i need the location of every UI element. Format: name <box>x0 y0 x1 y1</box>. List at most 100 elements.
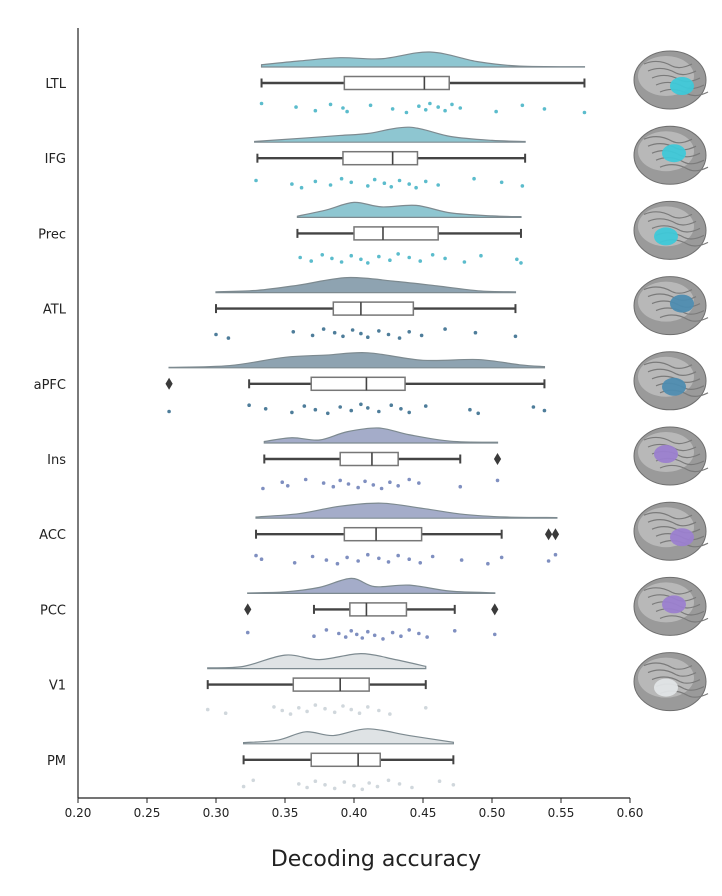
data-point <box>205 707 210 712</box>
data-point <box>259 101 264 106</box>
data-point <box>451 783 456 787</box>
data-point <box>430 253 435 257</box>
data-point <box>452 629 457 633</box>
data-point <box>338 478 343 483</box>
density-cloud <box>243 728 454 745</box>
density-cloud <box>247 577 496 594</box>
density-cloud <box>260 51 586 68</box>
data-point <box>472 176 476 181</box>
data-point <box>382 181 387 185</box>
data-point <box>388 480 392 485</box>
data-point <box>397 178 402 183</box>
data-point <box>297 706 301 710</box>
density-cloud <box>296 201 522 218</box>
brain-region <box>670 528 694 547</box>
data-point <box>339 176 344 181</box>
density-cloud <box>168 352 546 369</box>
outlier-marker <box>491 603 499 616</box>
data-point <box>372 633 377 638</box>
data-point <box>389 403 394 408</box>
data-point <box>430 554 435 559</box>
data-point <box>323 706 327 711</box>
brain-region <box>654 445 678 463</box>
row-label: ATL <box>43 303 67 318</box>
data-point <box>582 110 587 115</box>
data-point <box>214 332 218 337</box>
data-point <box>458 106 463 110</box>
data-point <box>341 106 345 110</box>
data-point <box>417 104 421 108</box>
data-point <box>386 332 391 337</box>
brain-region <box>662 144 686 163</box>
iqr-box <box>353 226 439 241</box>
brain-icon <box>633 125 709 185</box>
x-tick-label: 0.20 <box>65 806 92 820</box>
data-point <box>305 709 309 714</box>
row-label: ACC <box>39 528 66 543</box>
row-atl: ATL <box>43 276 518 340</box>
data-point <box>339 260 344 264</box>
data-point <box>346 482 351 486</box>
data-point <box>423 108 428 112</box>
data-point <box>332 786 337 791</box>
x-tick-label: 0.35 <box>272 806 299 820</box>
brain-sulcus <box>647 443 697 452</box>
data-point <box>241 784 246 789</box>
row-ltl: LTL <box>45 51 587 115</box>
data-point <box>272 705 276 709</box>
data-point <box>359 331 363 336</box>
iqr-box <box>310 752 381 768</box>
data-point <box>313 703 318 707</box>
data-point <box>404 110 409 115</box>
row-label: PCC <box>40 603 66 618</box>
data-point <box>343 635 348 639</box>
data-point <box>357 711 362 715</box>
data-point <box>396 484 400 488</box>
outlier-marker <box>493 453 502 465</box>
iqr-box <box>343 526 423 542</box>
data-point <box>468 407 472 412</box>
data-point <box>546 559 551 563</box>
outlier-marker <box>544 528 553 541</box>
row-label: Ins <box>47 453 66 468</box>
data-point <box>328 183 333 187</box>
data-point <box>356 559 360 563</box>
data-point <box>325 411 330 416</box>
brain-sulcus <box>647 67 697 76</box>
data-point <box>350 328 355 332</box>
data-point <box>321 327 326 331</box>
x-axis-title: Decoding accuracy <box>271 847 481 872</box>
data-point <box>379 486 384 491</box>
data-point <box>360 636 365 640</box>
data-point <box>542 107 547 111</box>
data-point <box>375 784 380 789</box>
brain-region <box>670 77 694 95</box>
data-point <box>377 329 381 333</box>
data-point <box>332 710 337 715</box>
x-tick-label: 0.40 <box>341 806 368 820</box>
data-point <box>299 185 304 190</box>
row-apfc: aPFC <box>34 352 547 416</box>
brain-icon <box>633 351 709 411</box>
data-point <box>437 779 442 783</box>
data-point <box>450 102 454 107</box>
row-pcc: PCC <box>40 577 499 641</box>
data-point <box>366 629 370 634</box>
brain-icon <box>633 501 709 561</box>
data-point <box>377 409 381 414</box>
data-point <box>312 634 316 638</box>
data-point <box>324 628 329 632</box>
brain-sulcus <box>655 307 705 315</box>
data-point <box>280 708 285 713</box>
data-point <box>247 403 251 408</box>
data-point <box>407 182 412 186</box>
data-point <box>389 185 394 189</box>
data-point <box>310 333 315 338</box>
data-point <box>363 479 367 484</box>
data-point <box>341 334 345 339</box>
brain-sulcus <box>647 218 697 226</box>
data-point <box>302 404 307 408</box>
data-point <box>226 336 231 340</box>
data-point <box>313 108 318 113</box>
data-point <box>342 780 347 784</box>
